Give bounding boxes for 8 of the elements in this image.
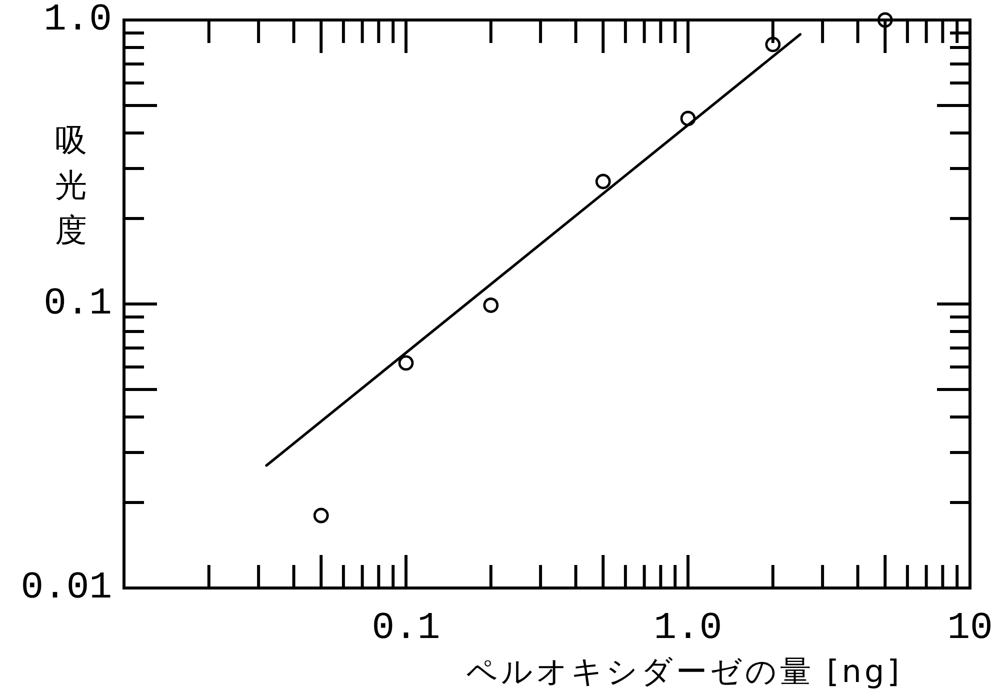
x-tick-label: 10: [947, 607, 993, 650]
x-axis-title: ペルオキシダーゼの量 [ng]: [466, 654, 902, 690]
x-tick-label: 0.1: [372, 607, 440, 650]
y-axis-title: 吸光度: [55, 121, 87, 249]
y-tick-label: 1.0: [44, 0, 112, 42]
y-tick-label: 0.01: [20, 566, 112, 610]
x-tick-label: 1.0: [654, 607, 722, 650]
y-tick-label: 0.1: [44, 282, 112, 326]
